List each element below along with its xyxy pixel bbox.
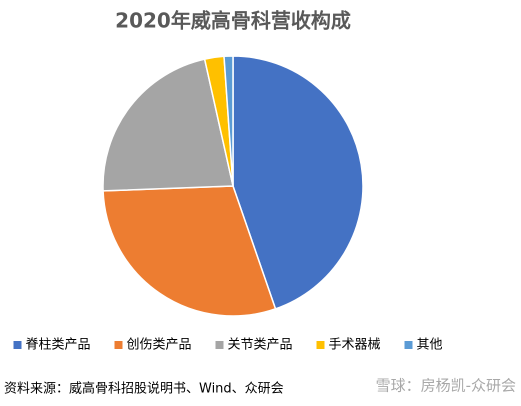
- legend-label: 其他: [417, 338, 443, 353]
- legend-label: 脊柱类产品: [26, 338, 91, 353]
- pie-slice: [102, 185, 277, 317]
- chart-title: 2020年威高骨科营收构成: [115, 9, 351, 33]
- legend-label: 关节类产品: [228, 338, 293, 353]
- legend-label: 手术器械: [329, 338, 381, 353]
- legend-swatch: [13, 341, 22, 349]
- pie-slice: [232, 55, 364, 310]
- legend-label: 创伤类产品: [127, 338, 192, 353]
- legend-swatch: [404, 341, 413, 349]
- pie-slice: [102, 58, 234, 192]
- legend-swatch: [316, 341, 325, 349]
- watermark: 雪球：房杨凯-众研会: [376, 377, 516, 395]
- legend-swatch: [114, 341, 123, 349]
- source-note: 资料来源：威高骨科招股说明书、Wind、众研会: [4, 381, 284, 397]
- legend-swatch: [215, 341, 224, 349]
- pie-slice: [223, 55, 234, 187]
